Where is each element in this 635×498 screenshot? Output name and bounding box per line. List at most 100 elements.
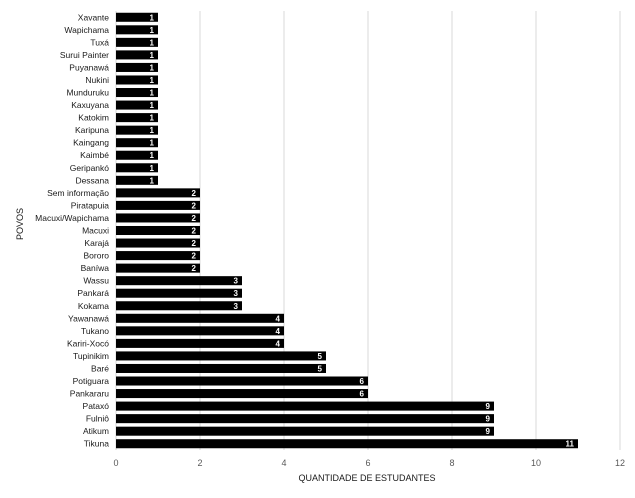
category-label: Wapichama xyxy=(64,25,109,35)
data-label: 9 xyxy=(486,427,491,436)
category-label: Macuxi xyxy=(82,226,109,236)
x-tick-label: 2 xyxy=(197,458,202,468)
category-label: Baré xyxy=(91,363,109,373)
category-label: Wassu xyxy=(83,276,109,286)
x-tick-label: 4 xyxy=(281,458,286,468)
category-label: Fulniô xyxy=(86,414,109,424)
bar-9 xyxy=(116,125,158,135)
category-label: Kariri-Xocó xyxy=(67,338,109,348)
bar-2 xyxy=(116,37,158,47)
bar-34 xyxy=(116,439,578,449)
gridlines xyxy=(115,11,621,450)
bar-6 xyxy=(116,88,158,98)
category-label: Munduruku xyxy=(66,88,109,98)
bar-22 xyxy=(116,288,242,298)
category-label: Nukini xyxy=(85,75,109,85)
data-label: 5 xyxy=(318,364,323,373)
bar-33 xyxy=(116,426,494,436)
data-label: 2 xyxy=(192,239,197,248)
bar-23 xyxy=(116,301,242,311)
bar-13 xyxy=(116,175,158,185)
bars xyxy=(116,12,578,449)
bar-19 xyxy=(116,251,200,261)
data-label: 5 xyxy=(318,352,323,361)
data-label: 1 xyxy=(150,51,155,60)
data-label: 1 xyxy=(150,151,155,160)
bar-24 xyxy=(116,313,284,323)
data-label: 4 xyxy=(276,314,281,323)
bar-18 xyxy=(116,238,200,248)
data-label: 4 xyxy=(276,339,281,348)
category-label: Kaxuyana xyxy=(71,100,109,110)
data-label: 1 xyxy=(150,139,155,148)
data-label: 2 xyxy=(192,264,197,273)
bar-7 xyxy=(116,100,158,110)
data-label: 2 xyxy=(192,252,197,261)
category-label: Potiguara xyxy=(73,376,110,386)
data-label: 4 xyxy=(276,327,281,336)
category-label: Surui Painter xyxy=(60,50,109,60)
x-tick-label: 12 xyxy=(615,458,625,468)
data-label: 1 xyxy=(150,26,155,35)
category-label: Tuxá xyxy=(90,37,109,47)
category-label: Atikum xyxy=(83,426,109,436)
data-label: 9 xyxy=(486,415,491,424)
category-label: Katokim xyxy=(78,113,109,123)
x-tick-labels: 0 2 4 6 8 10 12 xyxy=(113,458,625,468)
category-label: Pankararu xyxy=(70,389,109,399)
category-label: Baníwa xyxy=(81,263,110,273)
bar-20 xyxy=(116,263,200,273)
bar-29 xyxy=(116,376,368,386)
bar-28 xyxy=(116,363,326,373)
data-label: 2 xyxy=(192,201,197,210)
data-label: 2 xyxy=(192,214,197,223)
category-label: Kokama xyxy=(78,301,109,311)
data-label: 1 xyxy=(150,164,155,173)
data-label: 1 xyxy=(150,13,155,22)
bar-15 xyxy=(116,200,200,210)
data-label: 1 xyxy=(150,63,155,72)
x-tick-label: 6 xyxy=(365,458,370,468)
data-label: 3 xyxy=(234,277,239,286)
category-label: Geripankó xyxy=(70,163,109,173)
category-labels: Xavante Wapichama Tuxá Surui Painter Puyanaw… xyxy=(35,12,109,448)
bar-32 xyxy=(116,414,494,424)
bar-5 xyxy=(116,75,158,85)
x-tick-label: 0 xyxy=(113,458,118,468)
data-label: 1 xyxy=(150,126,155,135)
bar-25 xyxy=(116,326,284,336)
y-axis-title: POVOS xyxy=(15,208,25,240)
x-tick-label: 8 xyxy=(449,458,454,468)
bar-26 xyxy=(116,338,284,348)
category-label: Yawanawá xyxy=(68,313,109,323)
data-label: 1 xyxy=(150,89,155,98)
bar-8 xyxy=(116,113,158,123)
category-label: Karajá xyxy=(84,238,109,248)
data-label: 1 xyxy=(150,176,155,185)
bar-11 xyxy=(116,150,158,160)
category-label: Sem informação xyxy=(47,188,109,198)
bar-30 xyxy=(116,389,368,399)
bar-16 xyxy=(116,213,200,223)
data-label: 1 xyxy=(150,76,155,85)
category-label: Tukano xyxy=(81,326,109,336)
data-label: 3 xyxy=(234,289,239,298)
category-label: Kaimbé xyxy=(80,150,109,160)
bar-0 xyxy=(116,12,158,22)
category-label: Pataxó xyxy=(83,401,110,411)
data-label: 1 xyxy=(150,38,155,47)
bar-14 xyxy=(116,188,200,198)
bar-4 xyxy=(116,62,158,72)
category-label: Puyanawá xyxy=(69,62,109,72)
bar-27 xyxy=(116,351,326,361)
data-label: 2 xyxy=(192,189,197,198)
category-label: Bororo xyxy=(83,251,109,261)
data-label: 1 xyxy=(150,114,155,123)
data-label: 1 xyxy=(150,101,155,110)
bar-21 xyxy=(116,276,242,286)
category-label: Tikuna xyxy=(84,439,109,449)
category-label: Dessana xyxy=(75,175,109,185)
category-label: Tupinikim xyxy=(73,351,109,361)
